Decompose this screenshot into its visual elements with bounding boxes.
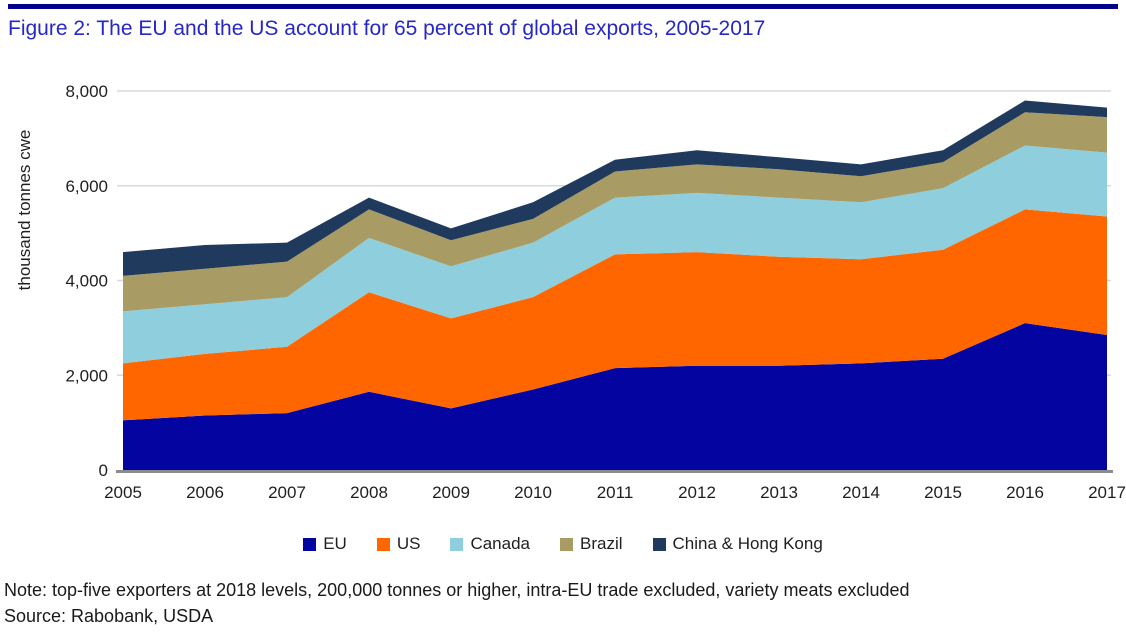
x-tick-label-2015: 2015	[924, 483, 962, 502]
y-tick-label: 2,000	[65, 366, 108, 385]
area-china-hong-kong	[123, 100, 1107, 276]
legend-label-canada: Canada	[470, 534, 530, 553]
y-tick-label: 8,000	[65, 82, 108, 101]
x-tick-label-2017: 2017	[1088, 483, 1126, 502]
source-text: Source: Rabobank, USDA	[4, 606, 214, 626]
y-tick-label: 6,000	[65, 177, 108, 196]
legend-item-eu: EU	[303, 534, 347, 554]
legend-swatch-canada	[450, 537, 464, 551]
x-tick-label-2005: 2005	[104, 483, 142, 502]
legend-label-us: US	[396, 534, 421, 553]
x-tick-label-2007: 2007	[268, 483, 306, 502]
y-axis-title: thousand tonnes cwe	[15, 130, 34, 291]
figure-title: Figure 2: The EU and the US account for …	[8, 17, 766, 40]
x-tick-label-2016: 2016	[1006, 483, 1044, 502]
x-tick-label-2014: 2014	[842, 483, 880, 502]
area-canada	[123, 145, 1107, 364]
top-border-rule	[8, 4, 1118, 9]
legend-label-eu: EU	[323, 534, 347, 553]
legend-swatch-us	[376, 537, 390, 551]
legend-item-brazil: Brazil	[560, 534, 623, 554]
area-eu	[123, 323, 1107, 470]
legend-item-us: US	[376, 534, 421, 554]
y-tick-label: 0	[99, 461, 108, 480]
x-tick-label-2010: 2010	[514, 483, 552, 502]
x-tick-label-2012: 2012	[678, 483, 716, 502]
chart-legend: EU US Canada Brazil China & Hong Kong	[0, 534, 1126, 554]
legend-item-canada: Canada	[450, 534, 530, 554]
x-tick-label-2011: 2011	[597, 483, 634, 502]
legend-item-china-hong-kong: China & Hong Kong	[652, 534, 823, 554]
x-tick-label-2006: 2006	[186, 483, 224, 502]
x-tick-label-2013: 2013	[760, 483, 798, 502]
legend-label-china-hong-kong: China & Hong Kong	[672, 534, 823, 553]
legend-swatch-eu	[303, 537, 317, 551]
area-brazil	[123, 112, 1107, 312]
legend-swatch-brazil	[560, 537, 573, 551]
stacked-area-chart: 0 2,000 4,000 6,000 8,000 2005 2006 2007 2008 200…	[15, 82, 1126, 502]
area-us	[123, 209, 1107, 421]
legend-label-brazil: Brazil	[580, 534, 623, 553]
x-tick-label-2008: 2008	[350, 483, 388, 502]
y-tick-label: 4,000	[65, 272, 108, 291]
note-text: Note: top-five exporters at 2018 levels,…	[4, 580, 910, 600]
legend-swatch-china-hong-kong	[652, 537, 666, 551]
x-tick-label-2009: 2009	[432, 483, 470, 502]
